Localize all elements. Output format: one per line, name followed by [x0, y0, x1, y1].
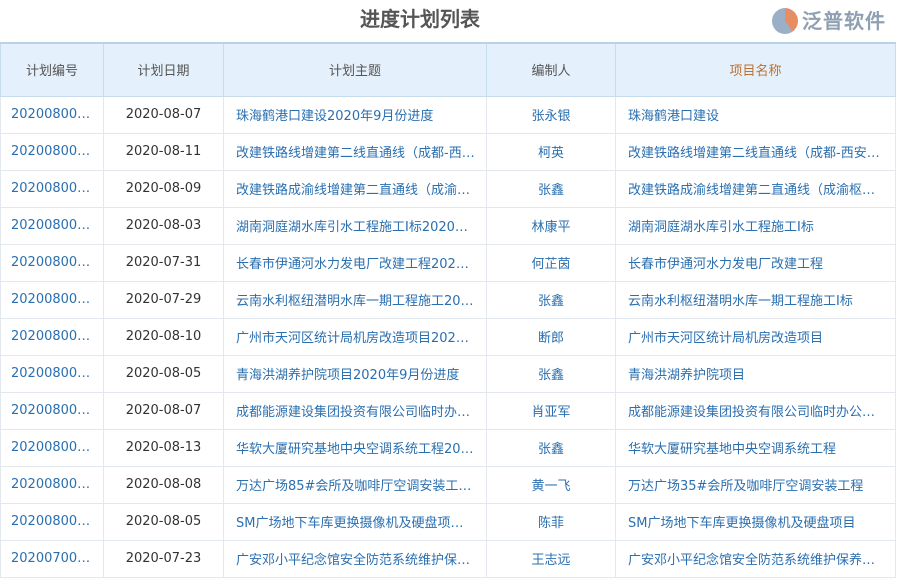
- author-cell: 张鑫: [486, 354, 616, 393]
- plan-subject-link[interactable]: 云南水利枢纽潜明水库一期工程施工20…: [223, 280, 487, 319]
- table-row[interactable]: 2020080003 2020-08-13 华软大厦研究基地中央空调系统工程20… 张…: [0, 428, 896, 467]
- plan-date-cell: 2020-08-09: [103, 169, 224, 208]
- table-row[interactable]: 2020080009 2020-08-03 湖南洞庭湖水库引水工程施工I标2020年…: [0, 206, 896, 245]
- plan-date-cell: 2020-08-05: [103, 502, 224, 541]
- plan-subject-link[interactable]: 万达广场85#会所及咖啡厅空调安装工…: [223, 465, 487, 504]
- author-cell: 王志远: [486, 539, 616, 578]
- project-name-link[interactable]: 云南水利枢纽潜明水库一期工程施工I标: [615, 280, 896, 319]
- plan-number-cell[interactable]: 2020080008: [0, 243, 104, 282]
- project-name-link[interactable]: 万达广场35#会所及咖啡厅空调安装工程: [615, 465, 896, 504]
- plan-number-cell[interactable]: 2020080003: [0, 428, 104, 467]
- plan-subject-link[interactable]: 改建铁路成渝线增建第二直通线（成渝…: [223, 169, 487, 208]
- table-row[interactable]: 2020080002 2020-08-08 万达广场85#会所及咖啡厅空调安装工… 黄…: [0, 465, 896, 504]
- logo-icon: [772, 8, 798, 34]
- plan-number-cell[interactable]: 2020080005: [0, 354, 104, 393]
- table-row[interactable]: 2020080001 2020-08-05 SM广场地下车库更换摄像机及硬盘项目… 陈…: [0, 502, 896, 541]
- author-cell: 黄一飞: [486, 465, 616, 504]
- plan-subject-link[interactable]: 广州市天河区统计局机房改造项目2020…: [223, 317, 487, 356]
- logo-text: 泛普软件: [802, 9, 886, 33]
- plan-date-cell: 2020-08-07: [103, 95, 224, 134]
- author-cell: 张鑫: [486, 280, 616, 319]
- header-author[interactable]: 编制人: [486, 42, 616, 97]
- table-row[interactable]: 2020070006 2020-07-23 广安邓小平纪念馆安全防范系统维护保… 王志…: [0, 539, 896, 578]
- plan-date-cell: 2020-08-10: [103, 317, 224, 356]
- plan-date-cell: 2020-07-23: [103, 539, 224, 578]
- table-row[interactable]: 2020080005 2020-08-05 青海洪湖养护院项目2020年9月份进度张…: [0, 354, 896, 393]
- author-cell: 柯英: [486, 132, 616, 171]
- project-name-link[interactable]: 长春市伊通河水力发电厂改建工程: [615, 243, 896, 282]
- author-cell: 肖亚军: [486, 391, 616, 430]
- author-cell: 张永银: [486, 95, 616, 134]
- plan-number-cell[interactable]: 2020080009: [0, 206, 104, 245]
- project-name-link[interactable]: 成都能源建设集团投资有限公司临时办公场…: [615, 391, 896, 430]
- project-name-link[interactable]: 华软大厦研究基地中央空调系统工程: [615, 428, 896, 467]
- author-cell: 张鑫: [486, 428, 616, 467]
- plan-subject-link[interactable]: 珠海鹤港口建设2020年9月份进度: [223, 95, 487, 134]
- project-name-link[interactable]: 改建铁路成渝线增建第二直通线（成渝枢纽…: [615, 169, 896, 208]
- plan-subject-link[interactable]: 长春市伊通河水力发电厂改建工程2020…: [223, 243, 487, 282]
- author-cell: 陈菲: [486, 502, 616, 541]
- project-name-link[interactable]: SM广场地下车库更换摄像机及硬盘项目: [615, 502, 896, 541]
- plan-subject-link[interactable]: 广安邓小平纪念馆安全防范系统维护保…: [223, 539, 487, 578]
- plan-subject-link[interactable]: 青海洪湖养护院项目2020年9月份进度: [223, 354, 487, 393]
- author-cell: 断郎: [486, 317, 616, 356]
- watermark-logo: 泛普软件: [772, 5, 886, 37]
- plan-date-cell: 2020-07-29: [103, 280, 224, 319]
- plan-number-cell[interactable]: 2020080004: [0, 391, 104, 430]
- project-name-link[interactable]: 湖南洞庭湖水库引水工程施工I标: [615, 206, 896, 245]
- project-name-link[interactable]: 珠海鹤港口建设: [615, 95, 896, 134]
- table-row[interactable]: 2020080012 2020-08-07 珠海鹤港口建设2020年9月份进度 张永银…: [0, 95, 896, 134]
- header-project-name[interactable]: 项目名称: [615, 42, 896, 97]
- plan-number-cell[interactable]: 2020080002: [0, 465, 104, 504]
- plan-date-cell: 2020-08-07: [103, 391, 224, 430]
- plan-number-cell[interactable]: 2020070006: [0, 539, 104, 578]
- plan-subject-link[interactable]: 成都能源建设集团投资有限公司临时办…: [223, 391, 487, 430]
- plan-date-cell: 2020-08-03: [103, 206, 224, 245]
- plan-date-cell: 2020-08-13: [103, 428, 224, 467]
- project-name-link[interactable]: 青海洪湖养护院项目: [615, 354, 896, 393]
- table-row[interactable]: 2020080006 2020-08-10 广州市天河区统计局机房改造项目2020……: [0, 317, 896, 356]
- table-row[interactable]: 2020080008 2020-07-31 长春市伊通河水力发电厂改建工程2020……: [0, 243, 896, 282]
- plan-subject-link[interactable]: 湖南洞庭湖水库引水工程施工I标2020年…: [223, 206, 487, 245]
- project-name-link[interactable]: 广州市天河区统计局机房改造项目: [615, 317, 896, 356]
- plan-date-cell: 2020-08-05: [103, 354, 224, 393]
- table-row[interactable]: 2020080004 2020-08-07 成都能源建设集团投资有限公司临时办… 肖亚…: [0, 391, 896, 430]
- plan-date-cell: 2020-07-31: [103, 243, 224, 282]
- plan-number-cell[interactable]: 2020080006: [0, 317, 104, 356]
- plan-date-cell: 2020-08-11: [103, 132, 224, 171]
- table-row[interactable]: 2020080011 2020-08-11 改建铁路线增建第二线直通线（成都-西… 柯…: [0, 132, 896, 171]
- author-cell: 张鑫: [486, 169, 616, 208]
- plan-subject-link[interactable]: 改建铁路线增建第二线直通线（成都-西…: [223, 132, 487, 171]
- plan-table: 计划编号 计划日期 计划主题 编制人 项目名称 2020080012 2020-0…: [0, 42, 896, 578]
- header-plan-number[interactable]: 计划编号: [0, 42, 104, 97]
- table-row[interactable]: 2020080007 2020-07-29 云南水利枢纽潜明水库一期工程施工20… 张…: [0, 280, 896, 319]
- plan-number-cell[interactable]: 2020080010: [0, 169, 104, 208]
- author-cell: 何芷茵: [486, 243, 616, 282]
- plan-number-cell[interactable]: 2020080007: [0, 280, 104, 319]
- plan-subject-link[interactable]: 华软大厦研究基地中央空调系统工程20…: [223, 428, 487, 467]
- plan-number-cell[interactable]: 2020080012: [0, 95, 104, 134]
- project-name-link[interactable]: 改建铁路线增建第二线直通线（成都-西安…: [615, 132, 896, 171]
- header-plan-subject[interactable]: 计划主题: [223, 42, 487, 97]
- plan-subject-link[interactable]: SM广场地下车库更换摄像机及硬盘项目…: [223, 502, 487, 541]
- plan-date-cell: 2020-08-08: [103, 465, 224, 504]
- page-title: 进度计划列表: [360, 7, 480, 31]
- author-cell: 林康平: [486, 206, 616, 245]
- plan-number-cell[interactable]: 2020080001: [0, 502, 104, 541]
- header-plan-date[interactable]: 计划日期: [103, 42, 224, 97]
- table-row[interactable]: 2020080010 2020-08-09 改建铁路成渝线增建第二直通线（成渝… 张鑫…: [0, 169, 896, 208]
- table-header-row: 计划编号 计划日期 计划主题 编制人 项目名称: [0, 42, 896, 97]
- plan-number-cell[interactable]: 2020080011: [0, 132, 104, 171]
- project-name-link[interactable]: 广安邓小平纪念馆安全防范系统维护保养项目: [615, 539, 896, 578]
